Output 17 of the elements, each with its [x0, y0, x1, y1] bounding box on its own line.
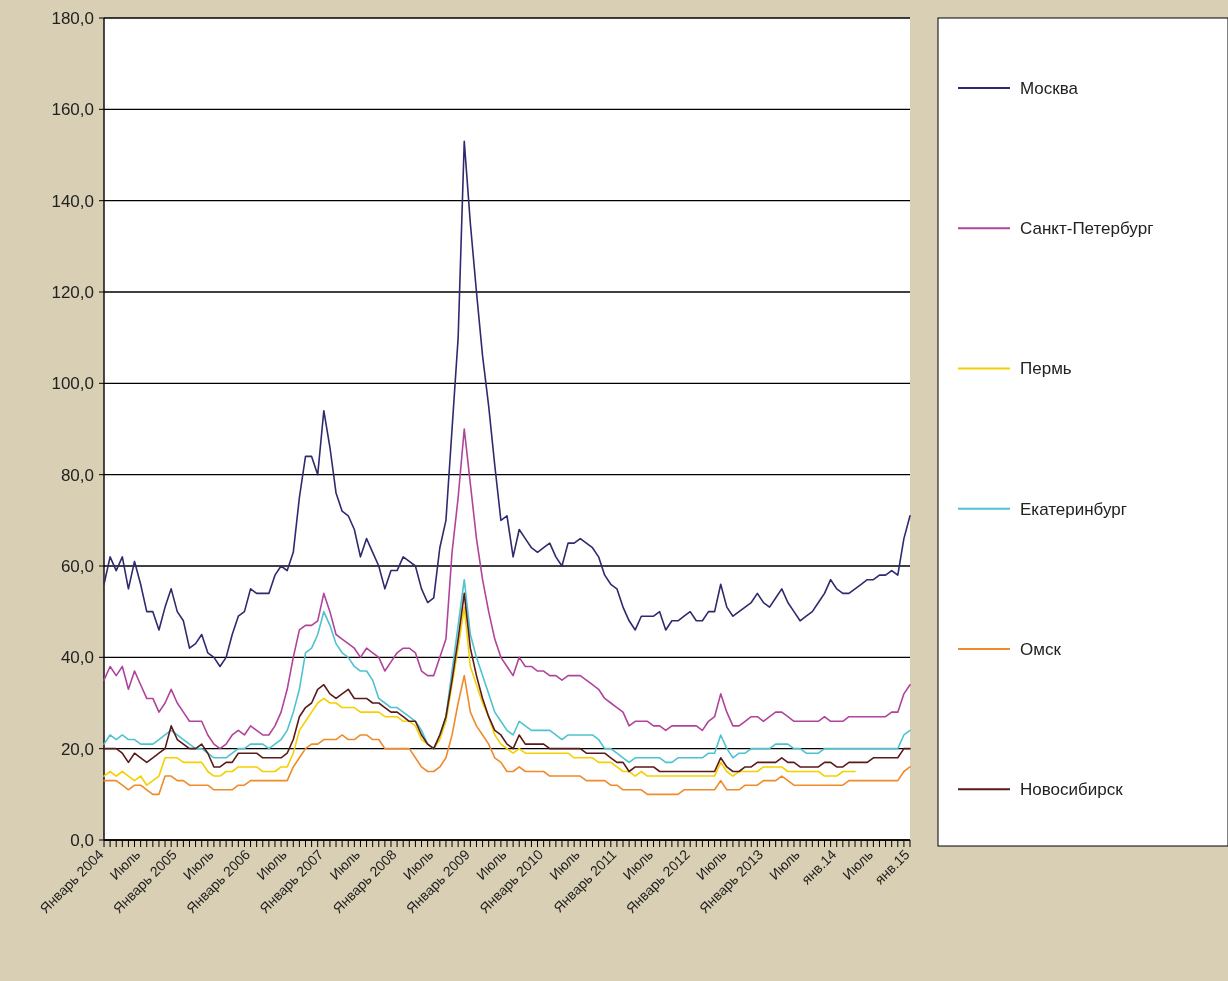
y-tick-label: 120,0	[51, 282, 94, 302]
legend-label: Новосибирск	[1020, 780, 1124, 800]
y-tick-label: 40,0	[60, 648, 94, 668]
legend-label: Пермь	[1020, 359, 1072, 379]
legend-label: Санкт-Петербург	[1020, 219, 1154, 239]
line-series	[103, 606, 856, 786]
y-tick-label: 140,0	[51, 191, 94, 211]
legend-label: Екатеринбург	[1020, 499, 1127, 519]
y-tick-label: 180,0	[51, 8, 94, 28]
y-tick-label: 100,0	[51, 374, 94, 394]
y-tick-label: 20,0	[60, 739, 94, 759]
y-tick-label: 160,0	[51, 100, 94, 120]
y-tick-label: 60,0	[60, 556, 94, 576]
y-tick-label: 0,0	[70, 830, 94, 850]
legend-label: Омск	[1020, 639, 1062, 659]
legend-label: Москва	[1020, 78, 1079, 98]
y-tick-label: 80,0	[60, 465, 94, 485]
